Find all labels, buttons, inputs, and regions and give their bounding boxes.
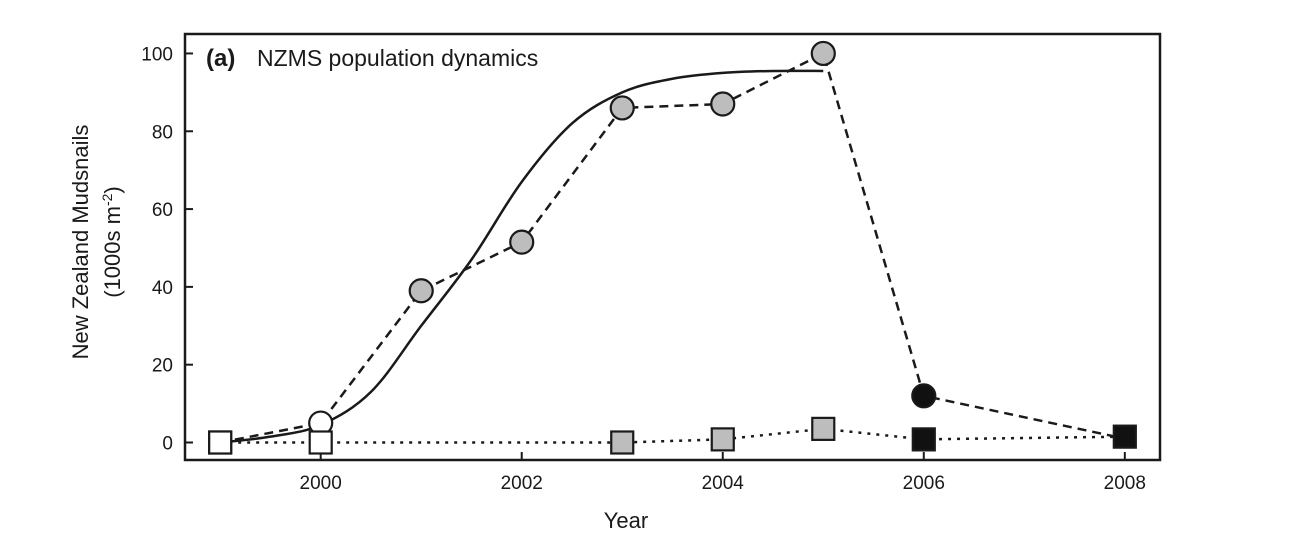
x-axis-ticks: 2000 2002 2004 2006 2008	[300, 452, 1146, 494]
circle-marker	[710, 91, 736, 117]
y-axis-label-line1: New Zealand Mudsnails	[68, 125, 93, 360]
dashed-series-line	[219, 51, 1126, 444]
y-axis-label-line2: (1000s m-2)	[99, 186, 125, 298]
y-axis-ticks: 0 20 40 60 80 100	[141, 44, 193, 454]
square-marker	[811, 416, 836, 441]
x-axis-label: Year	[604, 508, 648, 533]
circle-marker	[408, 278, 434, 304]
square-marker	[208, 430, 233, 455]
x-tick-label: 2008	[1104, 473, 1146, 494]
square-marker	[911, 427, 936, 452]
plot-frame	[183, 32, 1162, 462]
y-axis-label: New Zealand Mudsnails (1000s m-2)	[68, 125, 125, 360]
circle-marker	[609, 95, 635, 121]
model-curve	[220, 69, 824, 444]
panel-label: (a)	[206, 45, 235, 72]
x-tick-label: 2006	[903, 473, 945, 494]
square-marker	[308, 430, 333, 455]
x-tick-label: 2004	[702, 473, 745, 494]
y-tick-label: 20	[152, 356, 173, 377]
y-tick-label: 80	[152, 122, 173, 143]
x-tick-label: 2002	[501, 473, 543, 494]
chart-title: NZMS population dynamics	[257, 45, 538, 71]
circle-marker	[911, 383, 937, 409]
square-marker	[610, 430, 635, 455]
square-marker	[710, 427, 735, 452]
circle-marker	[509, 229, 535, 255]
y-tick-label: 60	[152, 200, 173, 221]
x-tick-label: 2000	[300, 473, 342, 494]
y-axis-unit-exponent: -2	[99, 193, 115, 206]
circle-marker	[810, 40, 836, 67]
y-axis-unit-prefix: (1000s m	[100, 206, 125, 298]
dotted-series-line	[220, 427, 1125, 444]
y-axis-unit-suffix: )	[100, 186, 125, 193]
y-tick-label: 0	[162, 433, 173, 454]
y-tick-label: 40	[152, 278, 173, 299]
series-markers	[208, 40, 1137, 455]
square-marker	[1112, 424, 1137, 449]
y-tick-label: 100	[141, 44, 173, 65]
series-lines	[219, 51, 1126, 444]
